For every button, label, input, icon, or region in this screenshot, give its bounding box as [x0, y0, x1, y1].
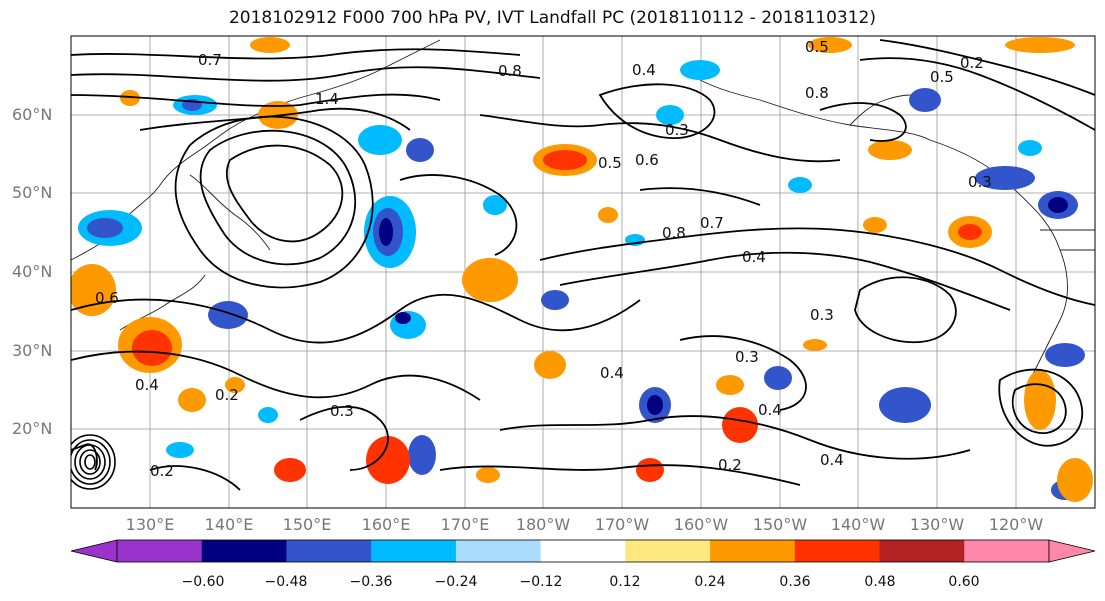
colorbar-segment: [625, 540, 711, 562]
colorbar-segment: [794, 540, 881, 562]
contour-label: 0.8: [662, 224, 686, 242]
contour-label: 0.6: [635, 151, 659, 169]
map-frame: [70, 35, 1096, 509]
contour-label: 0.3: [810, 306, 834, 324]
colorbar-tick-label: −0.24: [434, 574, 478, 590]
contour-label: 0.4: [820, 451, 844, 469]
colorbar-tick-label: 0.12: [609, 574, 641, 590]
contour-label: 0.7: [198, 51, 222, 69]
lon-label: 140°W: [830, 515, 886, 534]
contour-label: 0.3: [735, 348, 759, 366]
colorbar-segment: [201, 540, 287, 562]
contour-label: 0.5: [805, 38, 829, 56]
positive-anomaly-shading: [71, 37, 1093, 502]
contour-label: 0.4: [742, 248, 766, 266]
contour-label: 0.2: [718, 456, 742, 474]
contour-label: 0.8: [805, 84, 829, 102]
map-title: 2018102912 F000 700 hPa PV, IVT Landfall…: [228, 8, 876, 28]
contour-label: 0.3: [968, 173, 992, 191]
contour-label: 0.2: [215, 386, 239, 404]
colorbar-left-arrow: [70, 539, 118, 563]
colorbar-segment: [455, 540, 542, 562]
contour-label: 0.4: [758, 401, 782, 419]
contour-label: 0.2: [150, 462, 174, 480]
lon-label: 160°W: [673, 515, 729, 534]
lon-label: 170°E: [440, 515, 490, 534]
lon-label: 170°W: [594, 515, 650, 534]
colorbar: [70, 539, 1096, 563]
colorbar-boxes: [116, 539, 1050, 563]
colorbar-tick-label: 0.36: [779, 574, 811, 590]
contour-label: 0.3: [665, 121, 689, 139]
map-content: 0.7 1.4 0.8 0.5 0.6 0.4 0.3 0.2 0.8 0.7 …: [71, 36, 1095, 508]
contour-label: 0.4: [135, 376, 159, 394]
contour-labels: 0.7 1.4 0.8 0.5 0.6 0.4 0.3 0.2 0.8 0.7 …: [95, 38, 992, 480]
colorbar-tick-label: 0.48: [864, 574, 896, 590]
colorbar-tick-label: 0.24: [694, 574, 726, 590]
negative-anomaly-shading: [78, 60, 1085, 500]
lat-label-50n: 50°N: [12, 183, 53, 202]
contour-cluster: [71, 434, 116, 490]
colorbar-tick-label: −0.12: [519, 574, 563, 590]
lon-label: 140°E: [204, 515, 254, 534]
lon-label: 150°E: [282, 515, 332, 534]
contour-label: 0.5: [598, 154, 622, 172]
colorbar-right-arrow: [1048, 539, 1096, 563]
colorbar-segment: [117, 540, 203, 562]
contour-label: 0.6: [95, 289, 119, 307]
contour-label: 0.7: [700, 214, 724, 232]
contour-label: 0.4: [632, 61, 656, 79]
lat-label-40n: 40°N: [12, 262, 53, 281]
lon-label: 130°W: [909, 515, 965, 534]
lon-label: 160°E: [361, 515, 411, 534]
contour-label: 0.8: [498, 62, 522, 80]
colorbar-segment: [964, 540, 1050, 562]
lat-label-30n: 30°N: [12, 341, 53, 360]
colorbar-tick-label: −0.60: [181, 574, 225, 590]
lon-label: 150°W: [752, 515, 808, 534]
lat-label-60n: 60°N: [12, 105, 53, 124]
contour-lines: [71, 39, 1095, 491]
colorbar-segment: [879, 540, 965, 562]
lon-label: 180°W: [515, 515, 571, 534]
contour-label: 0.2: [960, 54, 984, 72]
lon-label: 130°E: [125, 515, 175, 534]
contour-label: 0.4: [600, 364, 624, 382]
lon-label: 120°W: [988, 515, 1044, 534]
colorbar-tick-label: −0.36: [349, 574, 393, 590]
contour-label: 1.4: [315, 90, 339, 108]
colorbar-segment: [286, 540, 372, 562]
colorbar-segment: [540, 540, 626, 562]
contour-label: 0.3: [330, 402, 354, 420]
colorbar-tick-label: 0.60: [948, 574, 980, 590]
contour-label: 0.5: [930, 68, 954, 86]
lat-label-20n: 20°N: [12, 419, 53, 438]
colorbar-segment: [710, 540, 796, 562]
colorbar-segment: [371, 540, 457, 562]
colorbar-tick-label: −0.48: [264, 574, 308, 590]
